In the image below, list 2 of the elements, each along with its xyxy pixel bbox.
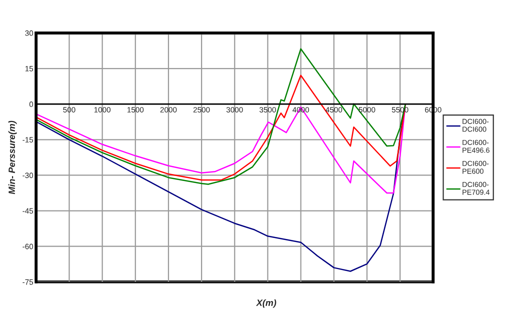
y-axis-title: Min- Perssure(m) bbox=[8, 120, 17, 194]
x-axis-title: X(m) bbox=[256, 299, 276, 308]
